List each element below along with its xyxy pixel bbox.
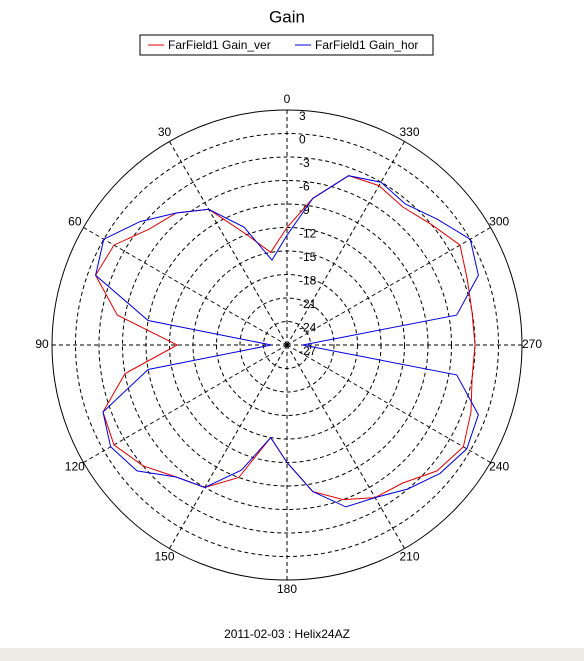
angle-tick-label: 270 bbox=[522, 337, 542, 351]
grid-ring bbox=[239, 297, 335, 393]
r-tick-label: -24 bbox=[299, 321, 317, 335]
r-tick-label: 3 bbox=[299, 109, 306, 123]
chart-title: Gain bbox=[269, 7, 305, 26]
angle-tick-label: 60 bbox=[68, 215, 82, 229]
r-tick-label: -27 bbox=[299, 344, 317, 358]
r-tick-label: -3 bbox=[299, 156, 310, 170]
footer: 2011-02-03 : Helix24AZ bbox=[224, 627, 350, 641]
legend-label: FarField1 Gain_hor bbox=[315, 38, 418, 52]
status-bar bbox=[0, 648, 584, 661]
angle-tick-label: 240 bbox=[489, 460, 509, 474]
angle-tick-label: 300 bbox=[489, 215, 509, 229]
angle-tick-label: 30 bbox=[158, 125, 172, 139]
angle-tick-label: 330 bbox=[399, 125, 419, 139]
angle-tick-label: 0 bbox=[284, 92, 291, 106]
angle-tick-label: 90 bbox=[35, 337, 49, 351]
r-tick-label: -12 bbox=[299, 227, 317, 241]
r-tick-label: -6 bbox=[299, 180, 310, 194]
r-tick-label: -18 bbox=[299, 274, 317, 288]
series-line bbox=[95, 175, 479, 508]
r-tick-label: -21 bbox=[299, 297, 317, 311]
r-tick-label: -15 bbox=[299, 250, 317, 264]
angle-tick-label: 120 bbox=[65, 460, 85, 474]
angle-tick-label: 210 bbox=[399, 549, 419, 563]
angle-tick-label: 150 bbox=[154, 549, 174, 563]
legend-label: FarField1 Gain_ver bbox=[168, 38, 271, 52]
legend bbox=[139, 34, 434, 56]
r-tick-label: 0 bbox=[299, 133, 306, 147]
angle-tick-label: 180 bbox=[277, 582, 297, 596]
